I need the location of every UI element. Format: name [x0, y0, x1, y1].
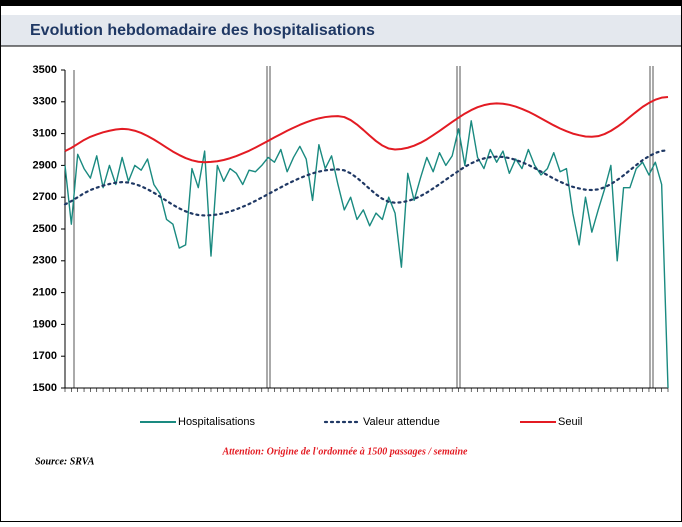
y-tick-label: 1700 [33, 350, 57, 362]
title-band [1, 15, 681, 46]
note: Attention: Origine de l'ordonnée à 1500 … [221, 446, 468, 457]
legend-label: Valeur attendue [363, 416, 440, 428]
y-tick-label: 3100 [33, 128, 57, 140]
legend-label: Seuil [558, 416, 582, 428]
source: Source: SRVA [35, 456, 95, 467]
y-tick-label: 2700 [33, 191, 57, 203]
chart-title: Evolution hebdomadaire des hospitalisati… [30, 22, 375, 39]
series-line [63, 149, 670, 217]
y-tick-label: 2300 [33, 255, 57, 267]
y-tick-label: 2500 [33, 223, 57, 235]
series-line [64, 120, 669, 389]
y-tick-label: 2900 [33, 159, 57, 171]
y-tick-label: 1500 [33, 382, 57, 394]
y-tick-label: 3500 [33, 64, 57, 76]
y-tick-label: 3300 [33, 96, 57, 108]
legend-label: Hospitalisations [178, 416, 256, 428]
y-tick-label: 1900 [33, 318, 57, 330]
y-tick-label: 2100 [33, 287, 57, 299]
series-line [64, 96, 669, 164]
year-separators [73, 66, 654, 388]
top-bar [0, 0, 682, 6]
